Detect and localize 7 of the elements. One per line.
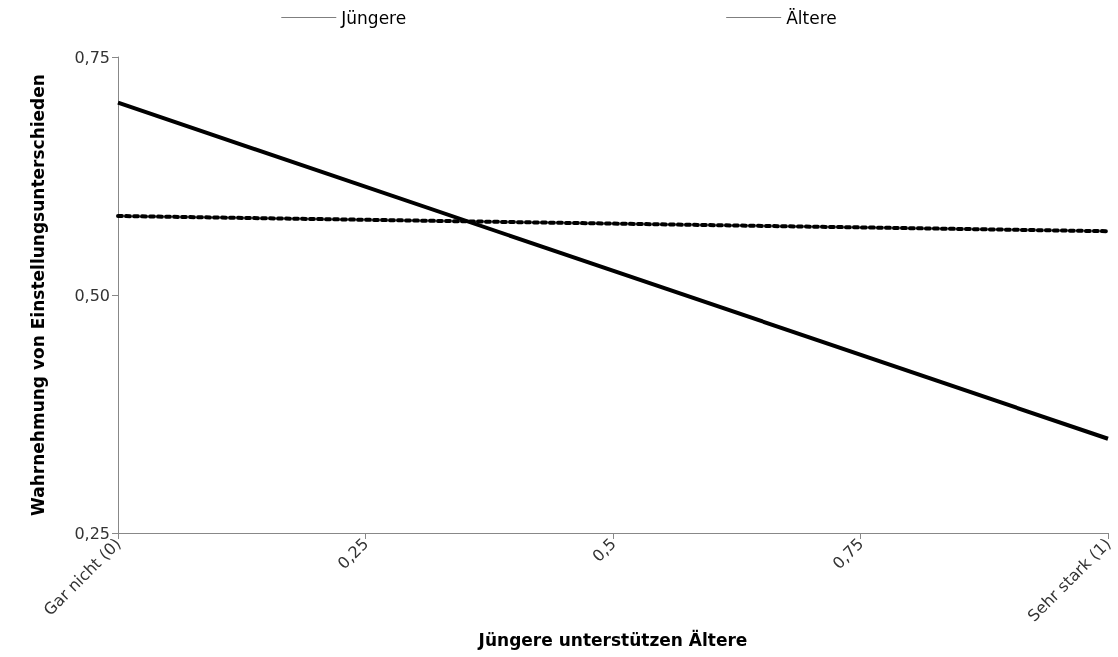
- legend-label: Ältere: [786, 7, 837, 28]
- y-tick-label: 0,75: [74, 47, 110, 67]
- legend-label: Jüngere: [340, 7, 407, 28]
- y-axis-title: Wahrnehmung von Einstellungsunterschieden: [27, 74, 48, 516]
- x-tick-label: 0,5: [588, 534, 620, 566]
- x-axis-title: Jüngere unterstützen Ältere: [477, 628, 748, 650]
- y-tick-label: 0,50: [74, 285, 110, 305]
